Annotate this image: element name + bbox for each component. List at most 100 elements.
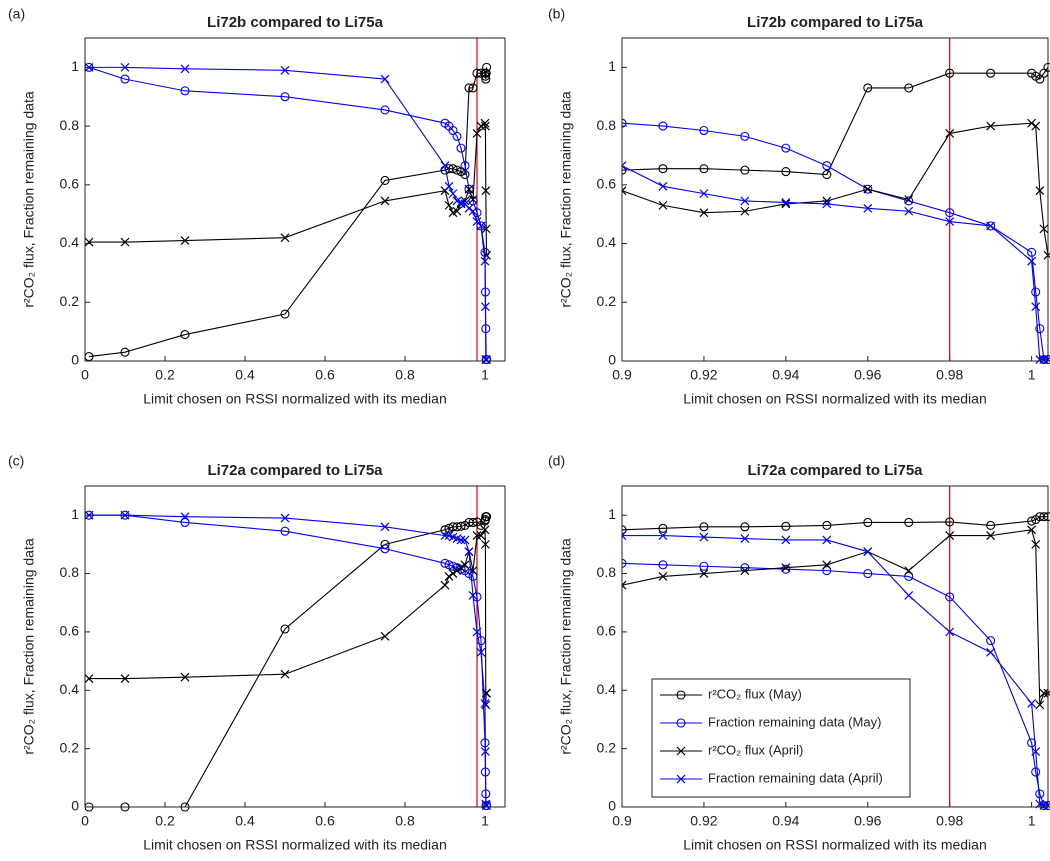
- circle-marker: [622, 558, 627, 568]
- panel: (d) Li72a compared to Li75a Limit chosen o…: [548, 453, 1050, 853]
- x-marker: [476, 647, 486, 657]
- legend: r²CO₂ flux (May) Fraction remaining data …: [651, 678, 911, 798]
- circle-marker: [699, 522, 709, 532]
- plot-frame: [84, 485, 506, 808]
- circle-marker: [622, 525, 627, 535]
- x-tick-label: 0.4: [235, 813, 255, 829]
- x-marker: [480, 698, 490, 708]
- x-tick-label: 0.8: [395, 367, 415, 383]
- y-tick-label: 0.2: [60, 293, 80, 309]
- circle-marker: [456, 564, 466, 574]
- x-tick-label: 0.94: [772, 813, 799, 829]
- circle-marker: [863, 568, 873, 579]
- x-marker: [781, 198, 791, 207]
- y-axis-label: r²CO₂ flux, Fraction remaining data: [21, 538, 37, 755]
- circle-marker: [280, 624, 290, 634]
- x-marker: [85, 237, 94, 247]
- x-marker: [781, 199, 791, 209]
- x-marker: [464, 203, 474, 213]
- circle-marker: [781, 143, 791, 153]
- circle-marker: [464, 184, 474, 194]
- circle-marker: [468, 517, 478, 528]
- series-line: [622, 122, 1049, 256]
- circle-marker: [676, 718, 686, 728]
- x-marker: [440, 161, 450, 171]
- circle-marker: [781, 167, 791, 177]
- x-marker: [482, 801, 492, 810]
- x-marker: [476, 531, 486, 541]
- circle-marker: [280, 309, 290, 319]
- x-tick-label: 0.6: [315, 813, 335, 829]
- circle-marker: [456, 143, 466, 153]
- x-marker: [622, 161, 627, 171]
- x-tick-label: 0.96: [854, 813, 881, 829]
- circle-marker: [863, 83, 873, 93]
- x-marker: [986, 221, 996, 231]
- circle-marker: [180, 517, 190, 528]
- circle-marker: [822, 520, 832, 530]
- x-axis-label: Limit chosen on RSSI normalized with its…: [683, 837, 986, 853]
- y-tick-label: 0.6: [597, 623, 617, 639]
- x-marker: [986, 121, 996, 131]
- circle-marker: [280, 526, 290, 536]
- circle-marker: [945, 68, 955, 78]
- x-marker: [699, 569, 709, 578]
- circle-marker: [468, 83, 478, 93]
- x-marker: [1031, 121, 1041, 131]
- x-tick-label: 1: [481, 367, 489, 383]
- circle-marker: [986, 520, 996, 530]
- circle-marker: [863, 517, 873, 528]
- y-axis-label: r²CO₂ flux, Fraction remaining data: [21, 91, 37, 308]
- x-marker: [1043, 250, 1050, 260]
- x-marker: [440, 580, 450, 590]
- x-marker: [1031, 747, 1041, 756]
- x-marker: [986, 647, 996, 657]
- y-tick-label: 1: [71, 58, 79, 74]
- circle-marker: [622, 118, 627, 128]
- x-marker: [480, 539, 490, 549]
- x-marker: [468, 195, 478, 204]
- circle-marker: [481, 74, 491, 84]
- circle-marker: [781, 564, 791, 574]
- y-tick-label: 0: [608, 798, 616, 814]
- circle-marker: [822, 566, 832, 576]
- x-marker: [1039, 801, 1049, 810]
- x-marker: [460, 535, 470, 545]
- x-tick-label: 0: [81, 367, 89, 383]
- x-marker: [1031, 539, 1041, 549]
- x-marker: [945, 531, 955, 541]
- x-marker: [280, 669, 290, 679]
- circle-marker: [180, 86, 190, 96]
- circle-marker: [740, 522, 750, 532]
- chart-title: Li72a compared to Li75a: [207, 462, 383, 479]
- x-marker: [622, 580, 627, 590]
- y-tick-label: 0.2: [597, 293, 617, 309]
- series-line: [622, 122, 1048, 361]
- circle-marker: [945, 208, 955, 218]
- y-tick-label: 0.8: [597, 564, 617, 580]
- x-tick-label: 0.6: [315, 367, 335, 383]
- chart-title: Li72a compared to Li75a: [747, 462, 923, 479]
- x-marker: [472, 627, 482, 637]
- x-marker: [481, 224, 491, 234]
- x-marker: [676, 774, 686, 784]
- panel: (a) Li72b compared to Li75a Limit chosen o…: [8, 6, 506, 407]
- circle-marker: [482, 62, 492, 72]
- legend-label: Fraction remaining data (April): [708, 770, 883, 785]
- x-marker: [699, 189, 709, 199]
- x-tick-label: 0.9: [612, 813, 632, 829]
- x-marker: [456, 563, 466, 573]
- series-line: [88, 66, 487, 361]
- x-marker: [822, 199, 832, 209]
- circle-marker: [452, 131, 462, 141]
- y-tick-label: 0.6: [60, 623, 80, 639]
- x-marker: [945, 129, 955, 138]
- circle-marker: [699, 561, 709, 571]
- circle-marker: [904, 517, 914, 528]
- plot-frame: [621, 37, 1049, 362]
- circle-marker: [464, 83, 474, 93]
- circle-marker: [482, 800, 492, 811]
- x-tick-label: 1: [1028, 367, 1036, 383]
- y-tick-label: 0: [71, 352, 79, 368]
